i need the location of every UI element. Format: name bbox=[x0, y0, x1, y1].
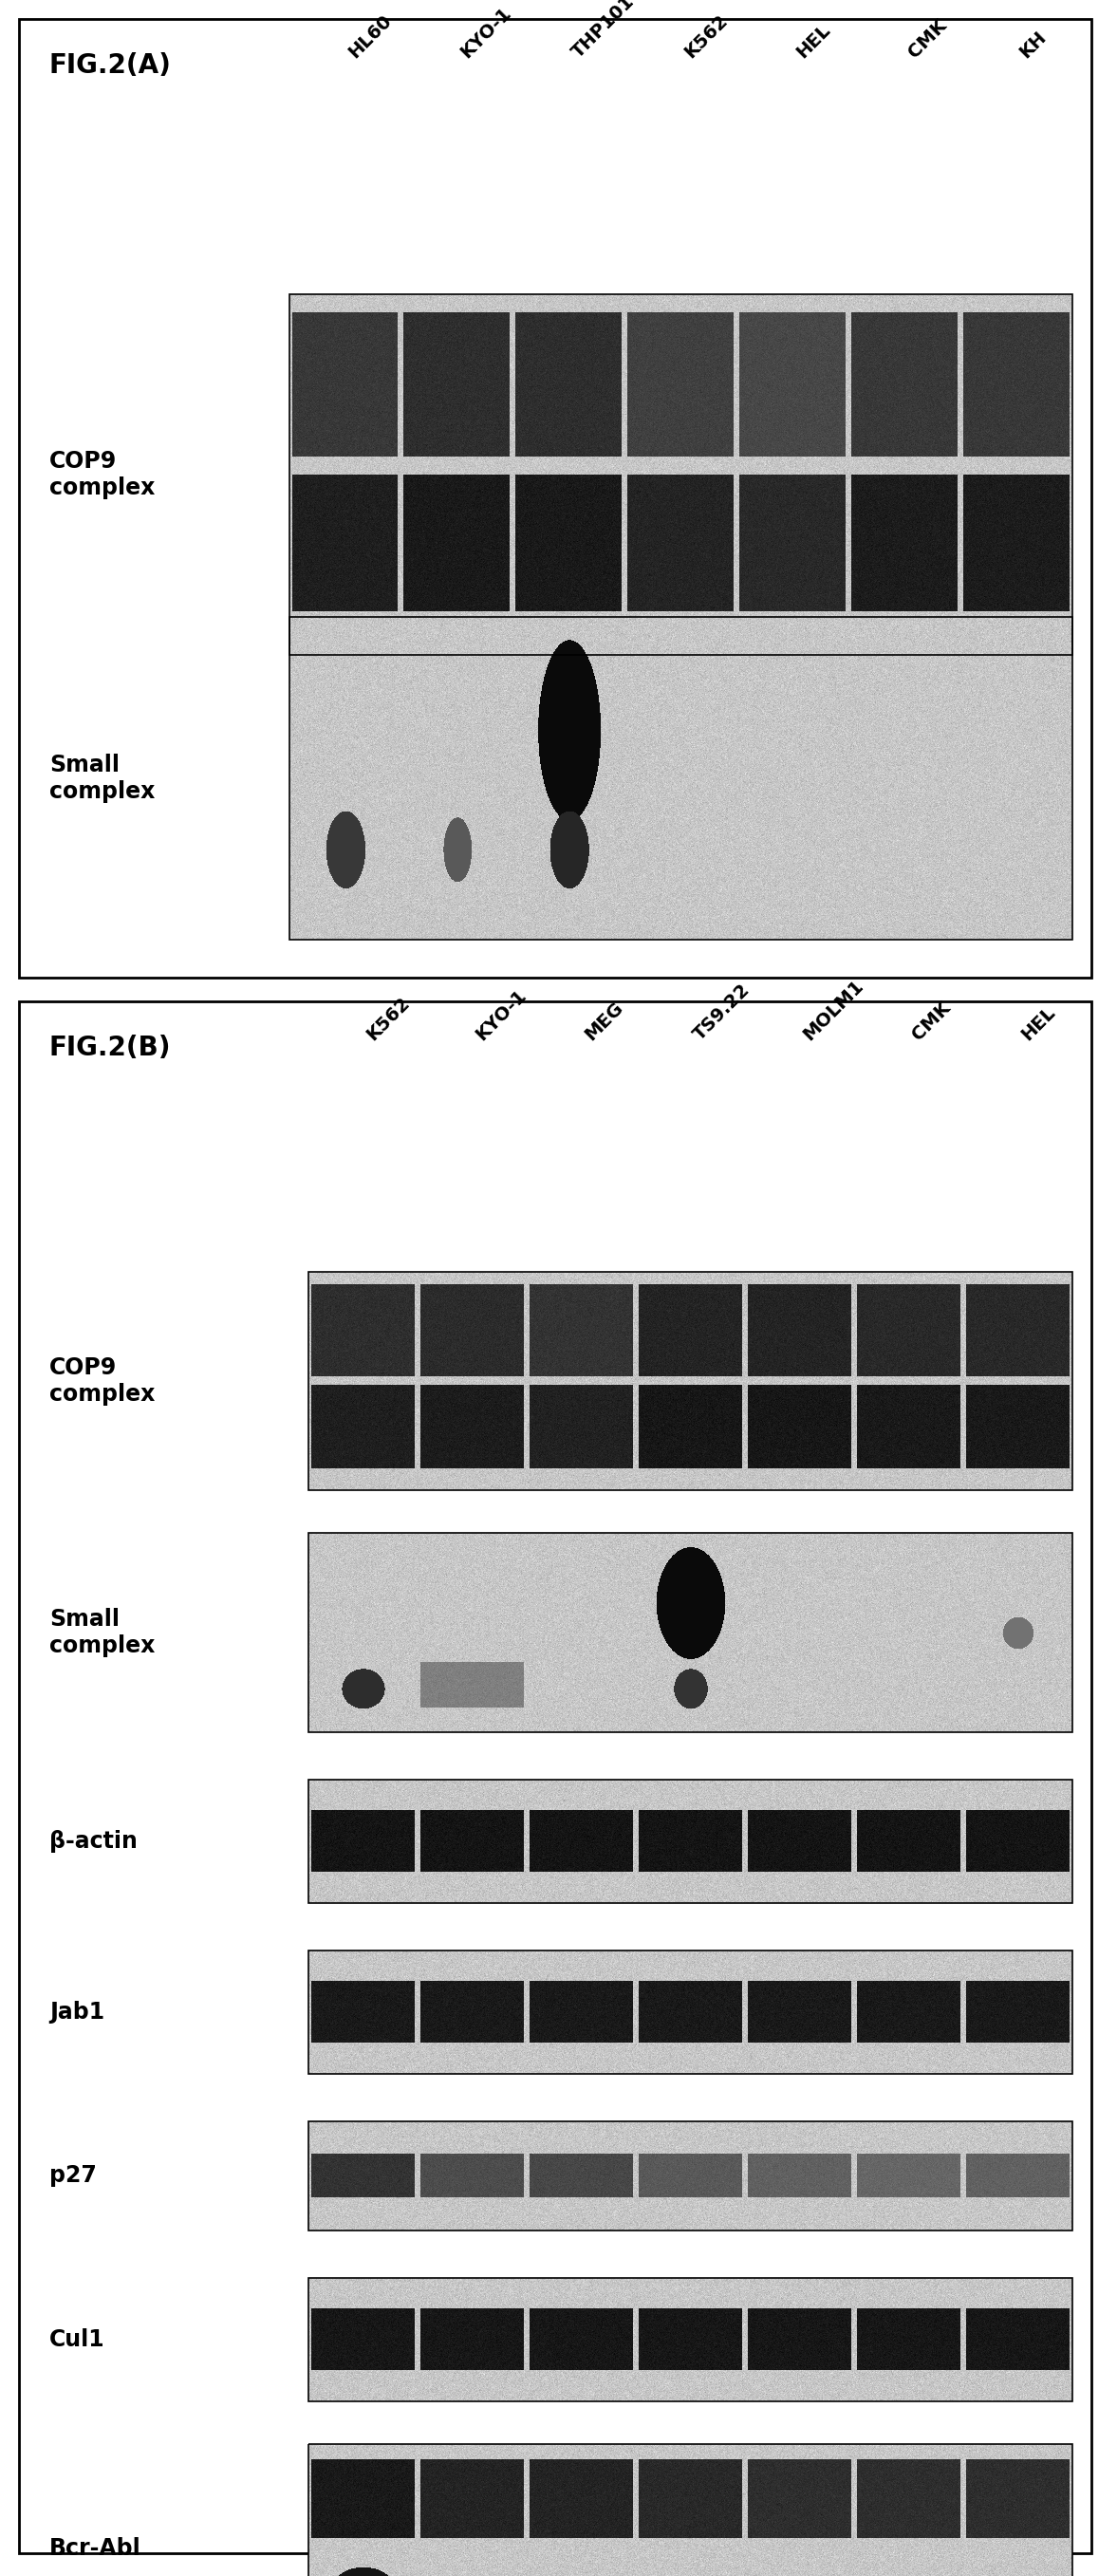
Text: HEL: HEL bbox=[1018, 1002, 1059, 1043]
Bar bbox=[308, 2277, 1072, 2401]
Bar bbox=[308, 1533, 1072, 1731]
Text: Small
complex: Small complex bbox=[49, 755, 155, 804]
Bar bbox=[308, 2123, 1072, 2231]
Bar bbox=[308, 1780, 1072, 1904]
Text: KYO-1: KYO-1 bbox=[457, 5, 515, 62]
Text: FIG.2(B): FIG.2(B) bbox=[49, 1036, 171, 1061]
Text: Bcr-Abl

cAbl: Bcr-Abl cAbl bbox=[49, 2537, 141, 2576]
Bar bbox=[289, 616, 1072, 940]
Text: MEG: MEG bbox=[581, 999, 627, 1043]
Bar bbox=[19, 1002, 1091, 2553]
Text: TS9.22: TS9.22 bbox=[690, 981, 754, 1043]
Bar bbox=[308, 1273, 1072, 1489]
Bar bbox=[308, 1950, 1072, 2074]
Text: HL60: HL60 bbox=[345, 13, 395, 62]
Text: Jab1: Jab1 bbox=[49, 2002, 105, 2025]
Text: KH: KH bbox=[1016, 28, 1050, 62]
Text: K562: K562 bbox=[681, 10, 732, 62]
Text: p27: p27 bbox=[49, 2164, 97, 2187]
Text: KYO-1: KYO-1 bbox=[472, 987, 529, 1043]
Text: FIG.2(A): FIG.2(A) bbox=[49, 52, 172, 80]
Text: CMK: CMK bbox=[909, 999, 954, 1043]
Text: Small
complex: Small complex bbox=[49, 1607, 155, 1656]
Text: HEL: HEL bbox=[793, 21, 833, 62]
Bar bbox=[308, 2445, 1072, 2576]
Text: THP101: THP101 bbox=[569, 0, 639, 62]
Text: COP9
complex: COP9 complex bbox=[49, 1358, 155, 1406]
Text: CMK: CMK bbox=[905, 15, 951, 62]
Bar bbox=[289, 294, 1072, 654]
Text: Cul1: Cul1 bbox=[49, 2329, 105, 2352]
Text: β-actin: β-actin bbox=[49, 1829, 137, 1852]
Text: COP9
complex: COP9 complex bbox=[49, 451, 155, 500]
Bar bbox=[19, 18, 1091, 979]
Text: K562: K562 bbox=[363, 994, 413, 1043]
Text: MOLM1: MOLM1 bbox=[800, 976, 867, 1043]
